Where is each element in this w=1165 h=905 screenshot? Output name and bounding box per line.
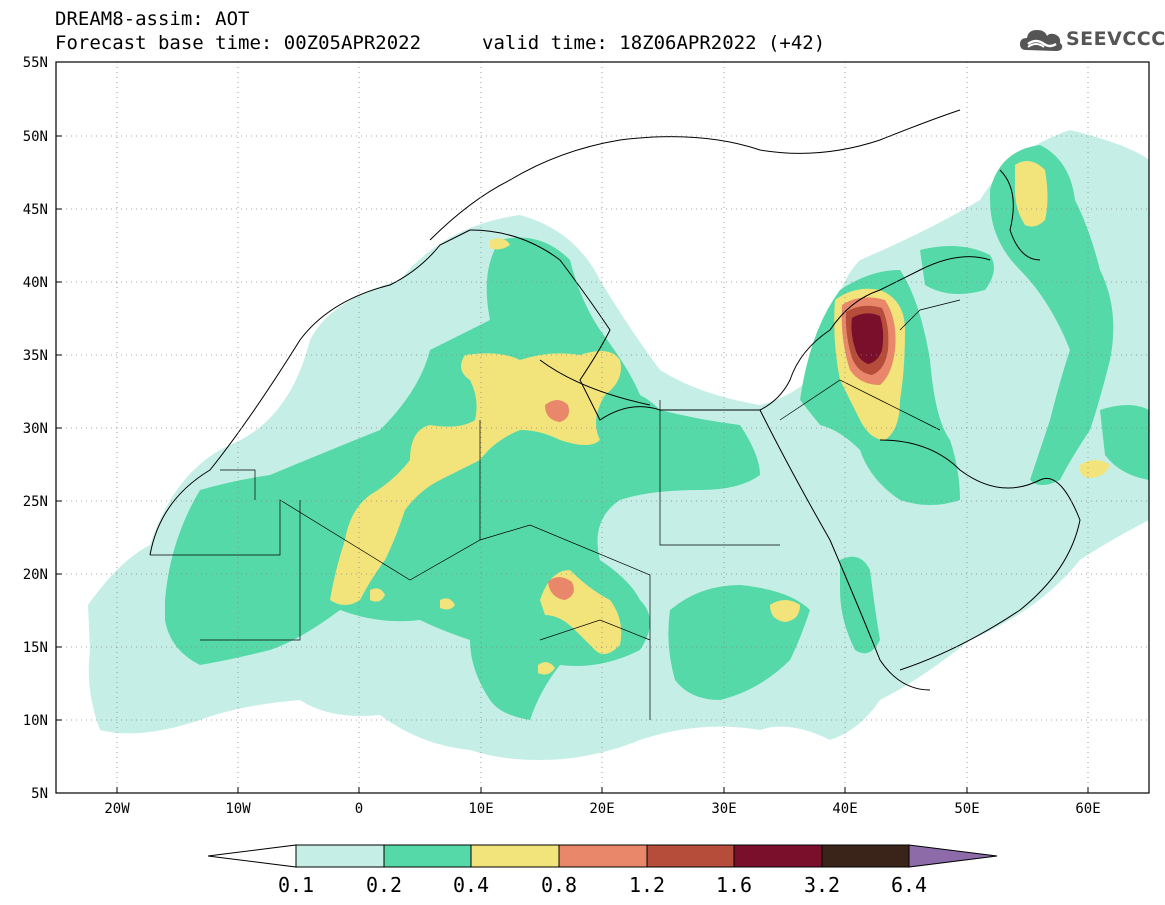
lon-label: 60E [1075,801,1100,817]
lon-label: 40E [832,801,857,817]
latitude-labels: 55N 50N 45N 40N 35N 30N 25N 20N 15N 10N … [23,55,48,802]
colorbar-swatch [470,844,560,868]
colorbar-swatch [733,844,823,868]
lat-label: 10N [23,713,48,729]
lon-label: 0 [355,801,363,817]
colorbar-label: 0.2 [366,873,402,897]
coastlines [149,109,1081,691]
lon-label: 10W [225,801,251,817]
lon-label: 20E [589,801,614,817]
lon-label: 30E [711,801,736,817]
forecast-base-time: Forecast base time: 00Z05APR2022 [55,32,422,54]
colorbar-swatch [646,844,735,868]
lat-label: 55N [23,55,48,71]
chart-title: DREAM8-assim: AOT [55,8,250,30]
lat-label: 40N [23,275,48,291]
valid-time: valid time: 18Z06APR2022 (+42) [482,32,826,54]
colorbar-low-arrow [207,844,297,868]
seevccc-logo: SEEVCCC [1018,24,1165,58]
lat-label: 15N [23,640,48,656]
lat-label: 50N [23,129,48,145]
colorbar-high-arrow [908,844,998,868]
colorbar-label: 6.4 [891,873,927,897]
colorbar [207,844,998,868]
cloud-icon [1020,30,1063,51]
aot-level-1.6 [851,313,884,364]
colorbar-label: 1.2 [629,873,665,897]
colorbar-label: 0.8 [541,873,577,897]
lat-label: 5N [31,786,48,802]
colorbar-labels: 0.1 0.2 0.4 0.8 1.2 1.6 3.2 6.4 [278,873,927,897]
colorbar-label: 3.2 [804,873,840,897]
colorbar-swatch [383,844,472,868]
lat-label: 30N [23,421,48,437]
country-borders [150,299,961,720]
lat-label: 20N [23,567,48,583]
logo-text: SEEVCCC [1066,28,1165,50]
axis-ticks [56,61,1089,793]
longitude-labels: 20W 10W 0 10E 20E 30E 40E 50E 60E [104,801,1100,817]
lat-label: 25N [23,494,48,510]
colorbar-swatch [558,844,648,868]
colorbar-label: 1.6 [716,873,752,897]
lon-label: 10E [468,801,493,817]
lon-label: 20W [104,801,130,817]
graticule [56,62,1149,793]
colorbar-label: 0.1 [278,873,314,897]
colorbar-label: 0.4 [453,873,489,897]
colorbar-swatch [295,844,385,868]
lat-label: 35N [23,348,48,364]
lat-label: 45N [23,202,48,218]
colorbar-swatch [821,844,910,868]
lon-label: 50E [954,801,979,817]
